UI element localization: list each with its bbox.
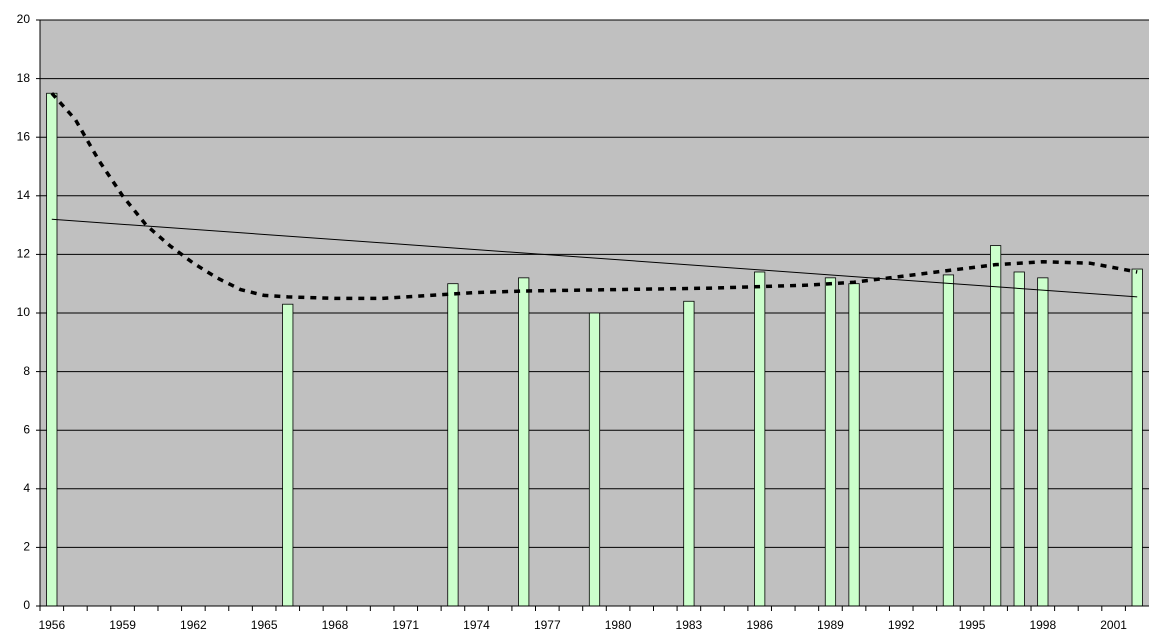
bar (588, 312, 601, 607)
bar (754, 271, 766, 607)
y-tick-label: 8 (23, 364, 30, 378)
y-tick-label: 18 (17, 71, 31, 85)
x-tick-label: 1977 (534, 618, 561, 632)
y-tick-label: 10 (17, 305, 31, 319)
trend-line (51, 218, 1138, 298)
x-tick-label: 1968 (322, 618, 349, 632)
bar (683, 300, 695, 607)
y-tick-label: 16 (17, 129, 31, 143)
y-tick-label: 14 (17, 188, 31, 202)
bar (46, 92, 58, 607)
bar (848, 283, 860, 607)
x-tick-label: 1962 (180, 618, 207, 632)
x-tick-label: 1983 (676, 618, 703, 632)
y-tick-label: 0 (23, 598, 30, 612)
x-tick-label: 1974 (463, 618, 490, 632)
y-tick-label: 2 (23, 540, 30, 554)
x-tick-label: 1980 (605, 618, 632, 632)
x-tick-label: 1986 (746, 618, 773, 632)
x-tick-label: 1992 (888, 618, 915, 632)
y-tick-label: 12 (17, 247, 31, 261)
bar (518, 277, 530, 607)
bar (1013, 271, 1025, 607)
y-tick-label: 4 (23, 481, 30, 495)
bar (447, 283, 459, 607)
bar (282, 303, 294, 607)
bar (990, 245, 1002, 607)
bar (1131, 268, 1143, 607)
x-tick-label: 1959 (109, 618, 136, 632)
x-tick-label: 1989 (817, 618, 844, 632)
bar (942, 274, 955, 607)
bar (1037, 277, 1049, 607)
x-tick-label: 1956 (38, 618, 65, 632)
x-tick-label: 2001 (1100, 618, 1127, 632)
y-tick-label: 20 (17, 12, 31, 26)
bar (824, 277, 837, 607)
x-tick-label: 1965 (251, 618, 278, 632)
y-tick-label: 6 (23, 422, 30, 436)
x-tick-label: 1995 (959, 618, 986, 632)
x-tick-label: 1998 (1029, 618, 1056, 632)
x-tick-label: 1971 (392, 618, 419, 632)
